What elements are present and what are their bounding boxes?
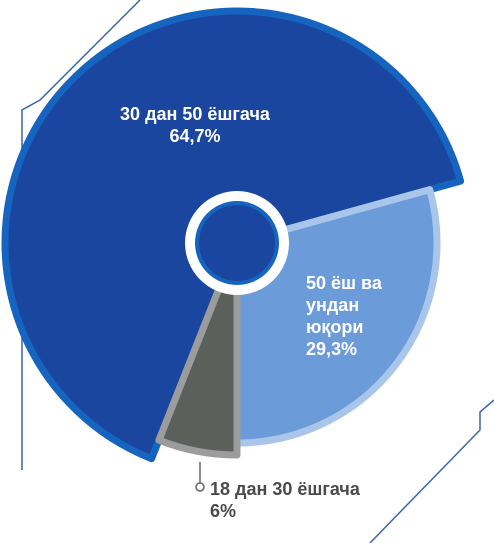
slice-label: 50 ёш ва ундан юқори 29,3% bbox=[306, 272, 416, 360]
value-label: 64,7% bbox=[169, 126, 221, 146]
leader-dot bbox=[195, 482, 205, 492]
category-label: 50 ёш ва ундан юқори bbox=[306, 273, 382, 337]
value-label: 29,3% bbox=[306, 339, 358, 359]
hub bbox=[195, 201, 279, 285]
category-label: 30 дан 50 ёшгача bbox=[120, 104, 270, 124]
slice-label: 30 дан 50 ёшгача 64,7% bbox=[95, 103, 295, 147]
decor-line bbox=[369, 399, 494, 543]
slice-label: 18 дан 30 ёшгача 6% bbox=[210, 478, 460, 522]
value-label: 6% bbox=[210, 501, 237, 521]
category-label: 18 дан 30 ёшгача bbox=[210, 479, 360, 499]
pie-slice bbox=[155, 239, 241, 459]
